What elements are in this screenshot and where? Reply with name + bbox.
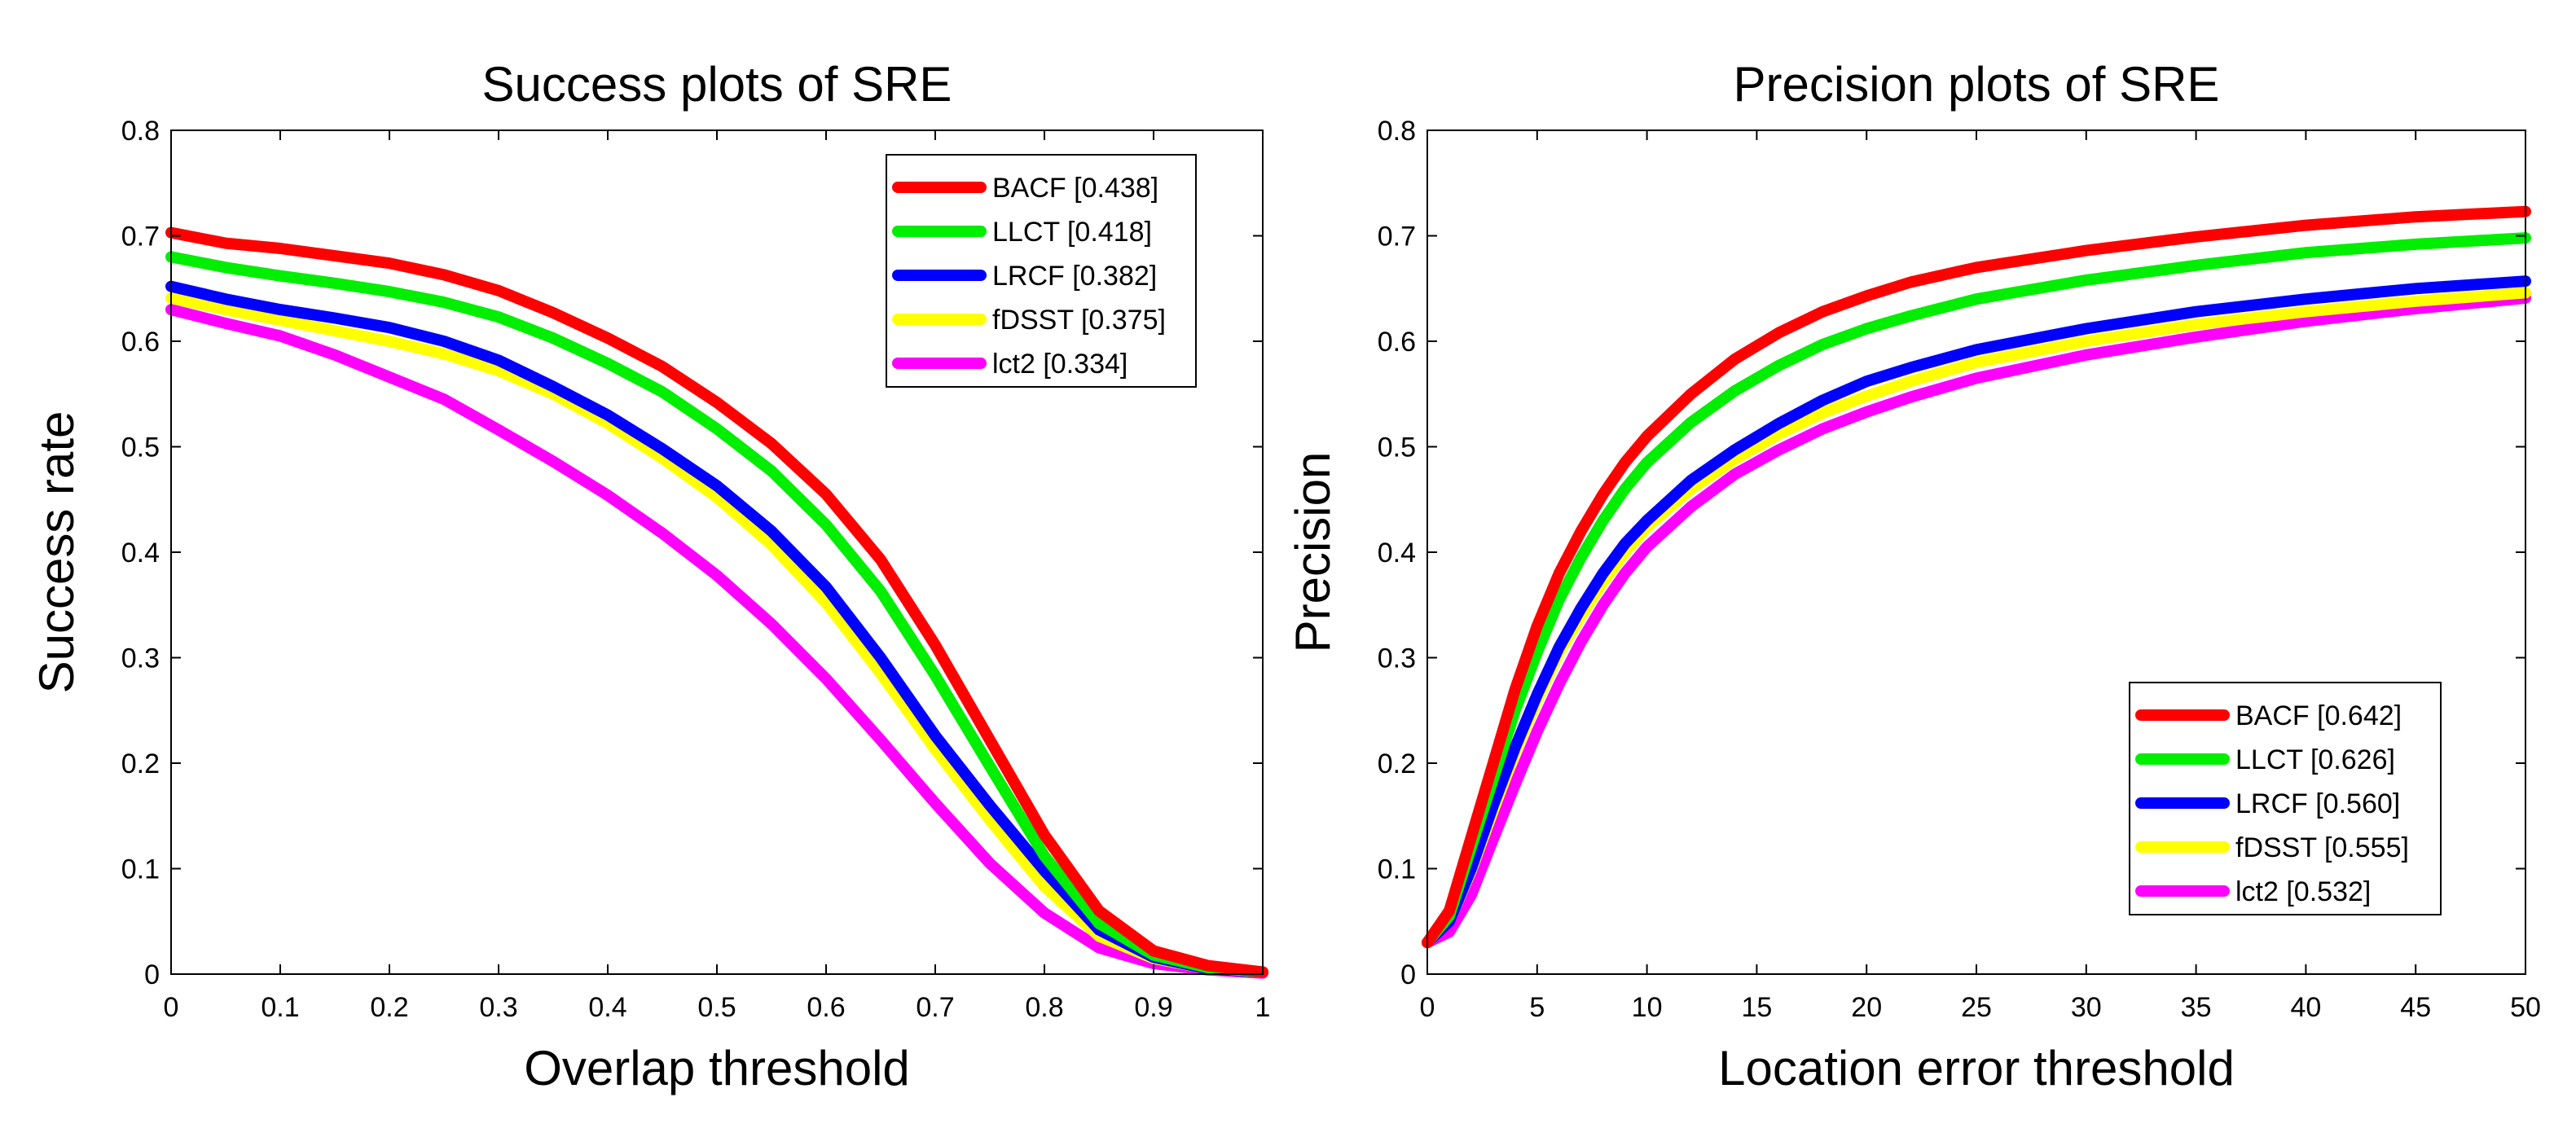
legend-entry: LRCF [0.382] bbox=[992, 261, 1157, 292]
x-tick-label: 25 bbox=[1961, 992, 1992, 1023]
x-tick-label: 35 bbox=[2181, 992, 2212, 1023]
y-tick-label: 0 bbox=[1400, 959, 1416, 990]
series-line-lrcf bbox=[165, 280, 1268, 978]
y-tick-label: 0.5 bbox=[121, 432, 160, 463]
chart-title: Success plots of SRE bbox=[482, 57, 952, 112]
x-tick-label: 45 bbox=[2400, 992, 2431, 1023]
y-tick-label: 0.7 bbox=[121, 222, 160, 252]
chart-2: 0 5 10 15 20 25 30 35 40 45 50 0 0.1 0.2 0.3 0.4 0.5 0.6 0… bbox=[1286, 57, 2541, 1095]
legend-entry: lct2 [0.334] bbox=[992, 349, 1128, 380]
x-tick-label: 0 bbox=[1420, 992, 1435, 1023]
y-tick-label: 0.3 bbox=[121, 643, 160, 674]
y-tick-label: 0.4 bbox=[121, 538, 160, 568]
y-tick-label: 0.8 bbox=[121, 116, 160, 147]
chart-title: Precision plots of SRE bbox=[1734, 57, 2220, 112]
x-tick-label: 5 bbox=[1529, 992, 1545, 1023]
x-tick-label: 0.6 bbox=[807, 992, 845, 1023]
legend-entry: BACF [0.438] bbox=[992, 173, 1158, 204]
y-axis-label: Success rate bbox=[29, 411, 84, 694]
x-tick-label: 0.3 bbox=[479, 992, 517, 1023]
legend-entry: fDSST [0.555] bbox=[2235, 832, 2409, 863]
x-tick-label: 1 bbox=[1255, 992, 1271, 1023]
y-tick-label: 0.4 bbox=[1378, 538, 1416, 568]
series-line-bacf bbox=[1422, 205, 2531, 949]
series-line-lct2 bbox=[165, 304, 1268, 979]
y-tick-label: 0.6 bbox=[1378, 327, 1416, 358]
series-line-lct2 bbox=[1422, 292, 2531, 949]
x-tick-label: 0.8 bbox=[1025, 992, 1063, 1023]
x-tick-label: 20 bbox=[1851, 992, 1882, 1023]
legend-entry: fDSST [0.375] bbox=[992, 305, 1166, 336]
x-tick-label: 0.4 bbox=[588, 992, 626, 1023]
y-tick-label: 0.6 bbox=[121, 327, 160, 358]
x-tick-label: 15 bbox=[1741, 992, 1772, 1023]
x-tick-label: 10 bbox=[1632, 992, 1663, 1023]
x-tick-label: 40 bbox=[2290, 992, 2321, 1023]
legend-entry: LRCF [0.560] bbox=[2235, 788, 2400, 819]
y-tick-label: 0.1 bbox=[1378, 854, 1416, 885]
legend-entry: LLCT [0.418] bbox=[992, 217, 1152, 248]
series-line-llct bbox=[165, 251, 1268, 978]
y-axis-label: Precision bbox=[1286, 452, 1340, 653]
x-tick-label: 0.2 bbox=[370, 992, 408, 1023]
x-axis-label: Location error threshold bbox=[1718, 1041, 2235, 1095]
x-tick-label: 0.1 bbox=[261, 992, 299, 1023]
x-tick-label: 0 bbox=[164, 992, 179, 1023]
x-axis-label: Overlap threshold bbox=[524, 1041, 910, 1095]
legend-entry: BACF [0.642] bbox=[2235, 700, 2402, 731]
x-tick-label: 50 bbox=[2510, 992, 2541, 1023]
y-tick-label: 0 bbox=[144, 959, 160, 990]
legend-entry: LLCT [0.626] bbox=[2235, 744, 2395, 775]
y-tick-label: 0.2 bbox=[1378, 748, 1416, 779]
y-tick-label: 0.1 bbox=[121, 854, 160, 885]
x-tick-label: 30 bbox=[2071, 992, 2102, 1023]
y-tick-label: 0.5 bbox=[1378, 432, 1416, 463]
x-tick-label: 0.9 bbox=[1134, 992, 1172, 1023]
x-tick-label: 0.7 bbox=[916, 992, 954, 1023]
series-line-lrcf bbox=[1422, 275, 2531, 949]
chart-1: 0 0.1 0.2 0.3 0.4 0.5 0.6 0.7 0.8 0.9 1 0 0.1 0.2 0.3 0… bbox=[29, 57, 1270, 1095]
y-tick-label: 0.3 bbox=[1378, 643, 1416, 674]
legend: BACF [0.438] LLCT [0.418] LRCF [0.382] fDSS… bbox=[886, 154, 1197, 388]
y-tick-label: 0.8 bbox=[1378, 116, 1416, 147]
series-line-fdsst bbox=[165, 292, 1268, 978]
legend: BACF [0.642] LLCT [0.626] LRCF [0.560] fDSS… bbox=[2129, 682, 2442, 915]
y-tick-label: 0.7 bbox=[1378, 222, 1416, 252]
series-line-bacf bbox=[165, 226, 1268, 978]
legend-entry: lct2 [0.532] bbox=[2235, 876, 2371, 907]
x-tick-label: 0.5 bbox=[697, 992, 736, 1023]
y-tick-label: 0.2 bbox=[121, 748, 160, 779]
